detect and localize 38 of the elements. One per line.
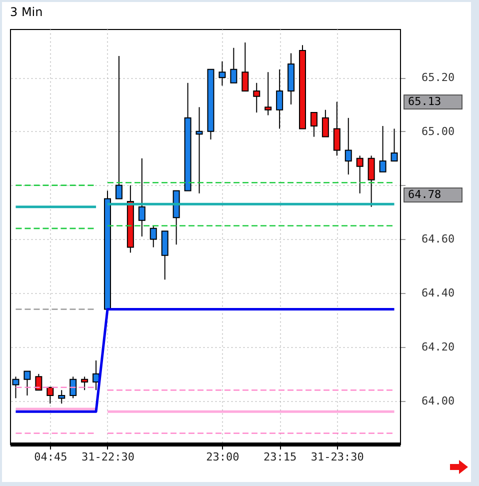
y-tick-label: 64.20: [422, 340, 455, 354]
y-tick-label: 64.40: [422, 286, 455, 300]
y-tick-label: 65.20: [422, 71, 455, 84]
candlestick: [138, 158, 146, 237]
x-tick-label: 23:15: [263, 450, 297, 464]
candlestick: [70, 376, 77, 399]
candlestick: [196, 106, 203, 194]
candlestick: [115, 55, 122, 200]
candlestick: [264, 72, 272, 116]
x-tick-label: 31-23:30: [310, 450, 364, 464]
candlestick: [368, 155, 375, 208]
text: 65.13: [408, 95, 442, 108]
candlestick: [58, 390, 66, 404]
candlestick: [218, 60, 226, 86]
candlestick: [333, 101, 340, 156]
candlestick: [276, 68, 284, 130]
candlestick: [46, 386, 54, 404]
candlestick: [35, 373, 42, 391]
candlestick: [344, 117, 352, 176]
candlestick: [81, 376, 88, 391]
y-tick-label: 64.00: [422, 394, 455, 408]
candlestick: [253, 82, 260, 114]
candlestick: [322, 109, 329, 138]
candlestick: [356, 155, 364, 194]
candlestick: [24, 370, 31, 396]
chart-title: 3 Min: [10, 5, 43, 19]
y-tick-label: 64.60: [422, 232, 455, 246]
candlestick: [379, 126, 386, 172]
candlestick: [242, 42, 249, 92]
text: 64.78: [408, 188, 442, 201]
x-tick-label: 31-22:30: [82, 450, 134, 464]
y-tick-label: 65.00: [422, 124, 455, 138]
candlestick: [230, 47, 238, 84]
x-tick-label: 23:00: [206, 450, 240, 464]
candlestick: [150, 225, 157, 248]
candlestick: [390, 128, 398, 162]
x-tick-label: 04:45: [34, 450, 68, 464]
candlestick: [310, 112, 318, 138]
